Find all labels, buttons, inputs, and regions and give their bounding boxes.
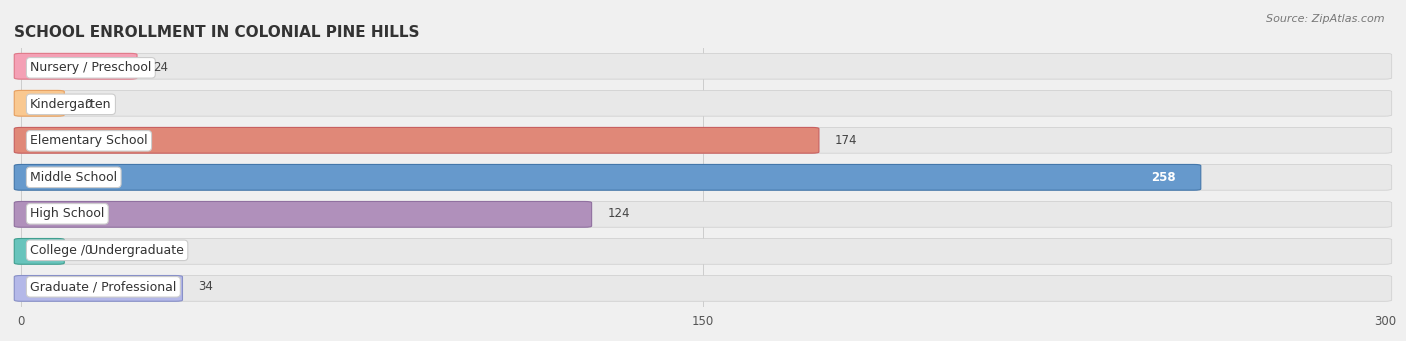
FancyBboxPatch shape: [14, 54, 1392, 79]
Text: Elementary School: Elementary School: [30, 134, 148, 147]
FancyBboxPatch shape: [14, 202, 592, 227]
FancyBboxPatch shape: [14, 276, 183, 301]
Text: 0: 0: [84, 244, 93, 257]
FancyBboxPatch shape: [14, 276, 1392, 301]
Text: Graduate / Professional: Graduate / Professional: [30, 280, 177, 293]
Text: Middle School: Middle School: [30, 171, 117, 184]
Text: 34: 34: [198, 280, 214, 293]
FancyBboxPatch shape: [14, 128, 1392, 153]
FancyBboxPatch shape: [14, 90, 1392, 116]
FancyBboxPatch shape: [14, 90, 65, 116]
FancyBboxPatch shape: [14, 128, 818, 153]
Text: High School: High School: [30, 207, 104, 220]
Text: 258: 258: [1152, 171, 1175, 184]
Text: Nursery / Preschool: Nursery / Preschool: [30, 61, 152, 74]
Text: SCHOOL ENROLLMENT IN COLONIAL PINE HILLS: SCHOOL ENROLLMENT IN COLONIAL PINE HILLS: [14, 25, 420, 40]
Text: College / Undergraduate: College / Undergraduate: [30, 244, 184, 257]
FancyBboxPatch shape: [14, 164, 1392, 190]
Text: 174: 174: [835, 134, 858, 147]
Text: 24: 24: [153, 61, 167, 74]
Text: 0: 0: [84, 98, 93, 111]
Text: Kindergarten: Kindergarten: [30, 98, 111, 111]
FancyBboxPatch shape: [14, 54, 136, 79]
FancyBboxPatch shape: [14, 202, 1392, 227]
FancyBboxPatch shape: [14, 238, 65, 264]
Text: 124: 124: [607, 207, 630, 220]
Text: Source: ZipAtlas.com: Source: ZipAtlas.com: [1267, 14, 1385, 24]
FancyBboxPatch shape: [14, 164, 1201, 190]
FancyBboxPatch shape: [14, 238, 1392, 264]
